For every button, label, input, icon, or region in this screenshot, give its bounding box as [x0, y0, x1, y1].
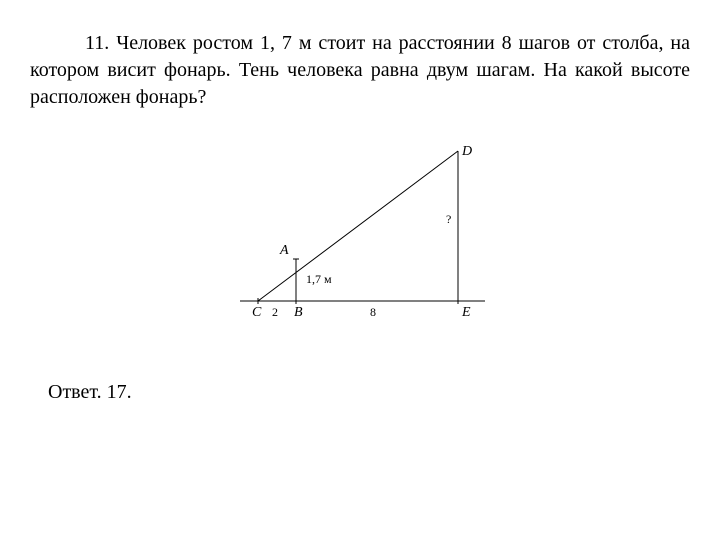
svg-text:C: C — [252, 305, 262, 320]
geometry-diagram: C B A E D 1,7 м 2 8? — [230, 141, 490, 331]
answer-label: Ответ. — [48, 381, 107, 403]
svg-text:8: 8 — [370, 305, 376, 319]
answer-block: Ответ. 17. — [30, 381, 690, 404]
svg-text:D: D — [461, 144, 472, 159]
svg-text:2: 2 — [272, 305, 278, 319]
diagram-container: C B A E D 1,7 м 2 8? — [30, 141, 690, 331]
svg-text:1,7 м: 1,7 м — [306, 272, 332, 286]
svg-text:A: A — [279, 243, 289, 258]
problem-text: 11. Человек ростом 1, 7 м стоит на расст… — [30, 30, 690, 111]
problem-body: Человек ростом 1, 7 м стоит на расстояни… — [30, 32, 690, 108]
answer-value: 17. — [107, 381, 132, 403]
svg-text:B: B — [294, 305, 303, 320]
problem-number: 11. — [85, 32, 116, 54]
svg-text:E: E — [461, 305, 471, 320]
diagram-svg: C B A E D 1,7 м 2 8? — [230, 141, 490, 331]
svg-text:?: ? — [446, 212, 451, 226]
